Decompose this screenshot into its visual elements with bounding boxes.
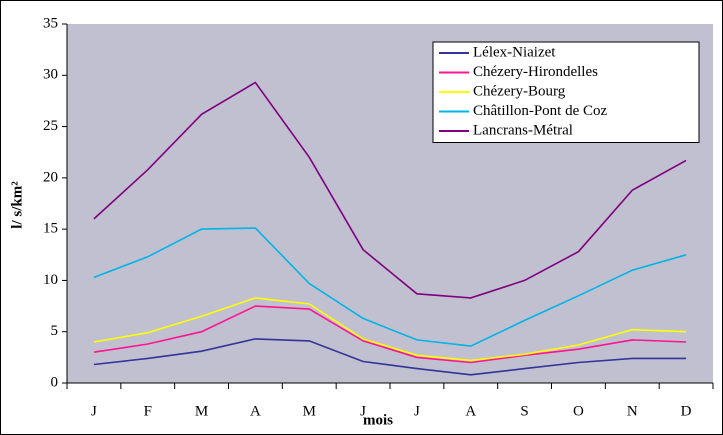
series-line [93, 81, 687, 299]
legend-label: Chézery-Hirondelles [473, 64, 598, 80]
x-tick-label: S [520, 403, 528, 419]
y-tick-label: 0 [51, 374, 59, 390]
x-tick-label: J [91, 403, 97, 419]
legend-label: Lélex-Niaizet [473, 44, 556, 60]
series-line [93, 305, 687, 364]
series-line [93, 227, 687, 347]
x-tick-label: J [360, 403, 366, 419]
y-tick-label: 35 [43, 15, 58, 31]
y-tick-label: 5 [51, 323, 59, 339]
y-tick-label: 25 [43, 118, 58, 134]
series-line [93, 338, 687, 376]
x-tick-label: O [573, 403, 584, 419]
y-tick-label: 20 [43, 169, 58, 185]
x-tick-label: N [627, 403, 638, 419]
x-tick-label: M [195, 403, 208, 419]
x-tick-label: F [144, 403, 152, 419]
y-tick-label: 15 [43, 221, 58, 237]
legend-label: Chézery-Bourg [473, 83, 566, 99]
y-tick-label: 10 [43, 272, 58, 288]
y-tick-label: 30 [43, 67, 58, 83]
x-axis-label: mois [363, 412, 393, 428]
x-tick-label: J [414, 403, 420, 419]
series-line [93, 297, 687, 362]
y-axis-label: l/ s/km² [9, 181, 25, 229]
x-tick-label: A [250, 403, 261, 419]
x-tick-label: A [465, 403, 476, 419]
legend-label: Châtillon-Pont de Coz [473, 103, 608, 119]
x-tick-label: D [681, 403, 692, 419]
legend-box [432, 41, 700, 143]
x-tick-label: M [303, 403, 316, 419]
legend-label: Lancrans-Métral [473, 122, 573, 138]
